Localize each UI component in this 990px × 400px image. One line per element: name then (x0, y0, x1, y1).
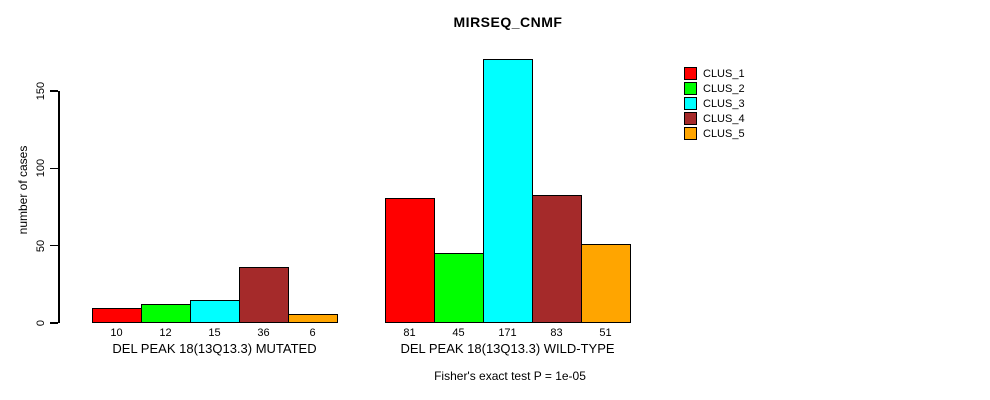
legend-item-label: CLUS_3 (703, 97, 745, 110)
legend-swatch (684, 82, 697, 95)
y-axis-tick (50, 90, 58, 92)
bar-value-label: 10 (110, 327, 123, 339)
legend-item-label: CLUS_2 (703, 82, 745, 95)
legend-item: CLUS_5 (684, 126, 745, 141)
y-axis-tick (50, 322, 58, 324)
bar-clus_4 (532, 195, 582, 323)
bar-clus_2 (434, 253, 484, 323)
y-axis-line (58, 91, 60, 323)
bar-clus_4 (239, 267, 289, 323)
bar-value-label: 45 (452, 327, 465, 339)
y-axis-tick-label: 150 (35, 81, 47, 101)
bar-clus_1 (92, 308, 142, 323)
bar-value-label: 51 (599, 327, 612, 339)
legend-item: CLUS_2 (684, 81, 745, 96)
annotation-text: Fisher's exact test P = 1e-05 (434, 369, 586, 383)
bar-value-label: 83 (550, 327, 563, 339)
bar-clus_3 (483, 59, 533, 323)
bar-clus_5 (581, 244, 631, 323)
legend-item-label: CLUS_1 (703, 67, 745, 80)
legend-swatch (684, 67, 697, 80)
y-axis-tick (50, 167, 58, 170)
y-axis-tick-label: 50 (35, 239, 47, 252)
y-axis-tick-label: 100 (35, 159, 47, 178)
bar-value-label: 15 (208, 327, 221, 339)
chart-title: MIRSEQ_CNMF (453, 14, 563, 30)
bar-value-label: 12 (159, 327, 172, 339)
bar-clus_1 (385, 198, 435, 323)
legend-item: CLUS_1 (684, 66, 745, 81)
bar-value-label: 81 (403, 327, 416, 339)
bar-clus_2 (141, 304, 191, 323)
legend-item-label: CLUS_4 (703, 112, 745, 125)
bar-value-label: 6 (309, 327, 316, 339)
y-axis-tick (50, 244, 58, 247)
bar-value-label: 171 (498, 327, 517, 339)
bar-clus_3 (190, 300, 240, 323)
bar-value-label: 36 (257, 327, 270, 339)
legend: CLUS_1 CLUS_2 CLUS_3 CLUS_4 CLUS_5 (684, 66, 745, 141)
legend-item-label: CLUS_5 (703, 127, 745, 140)
bar-clus_5 (288, 314, 338, 323)
legend-swatch (684, 112, 697, 125)
legend-swatch (684, 97, 697, 110)
legend-item: CLUS_4 (684, 111, 745, 126)
legend-swatch (684, 127, 697, 140)
y-axis-tick-label: 0 (35, 319, 47, 327)
group-label: DEL PEAK 18(13Q13.3) WILD-TYPE (400, 341, 615, 356)
legend-item: CLUS_3 (684, 96, 745, 111)
y-axis-title: number of cases (16, 145, 30, 235)
group-label: DEL PEAK 18(13Q13.3) MUTATED (112, 341, 317, 356)
